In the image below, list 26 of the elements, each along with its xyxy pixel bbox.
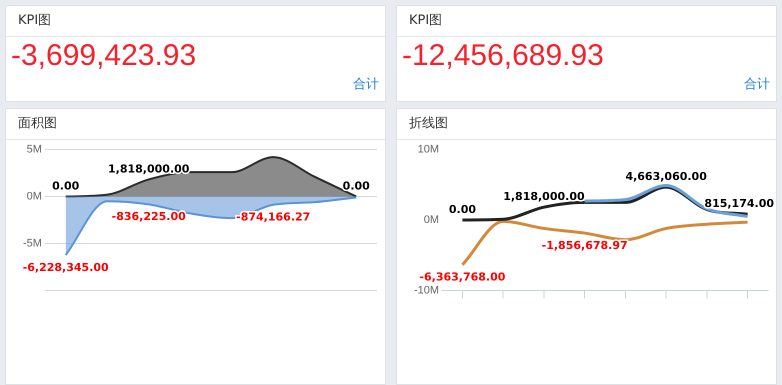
text: 合计 <box>353 76 379 93</box>
data-label: 0.00 <box>52 179 80 192</box>
text: 合计 <box>744 76 770 93</box>
y-tick-label: -10M <box>414 284 440 296</box>
text: KPI图 <box>397 6 776 37</box>
y-tick-label: 10M <box>418 144 440 156</box>
text: KPI图 <box>6 6 385 37</box>
chart-title: 折线图 <box>397 109 776 140</box>
y-tick-label: 5M <box>26 144 42 156</box>
data-label: -6,228,345.00 <box>22 260 110 274</box>
chart-title: 面积图 <box>6 109 385 140</box>
data-label: 0.00 <box>342 179 370 192</box>
y-tick-label: 0M <box>26 190 42 203</box>
data-label: -1,856,678.97 <box>542 238 628 252</box>
data-label: -6,363,768.00 <box>419 270 506 284</box>
data-label: 0.00 <box>448 202 476 216</box>
data-label: 1,818,000.00 <box>503 190 585 204</box>
y-tick-label: -5M <box>22 238 42 250</box>
data-label: 1,818,000.00 <box>108 162 190 176</box>
y-tick-label: 0M <box>424 214 440 226</box>
data-label: 4,663,060.00 <box>625 170 708 184</box>
data-label: -874,166.27 <box>236 210 310 224</box>
data-label: -836,225.00 <box>112 210 186 224</box>
data-label: 815,174.00 <box>704 197 774 210</box>
text: -3,699,423.93 <box>11 39 196 73</box>
text: -12,456,689.93 <box>402 39 604 73</box>
